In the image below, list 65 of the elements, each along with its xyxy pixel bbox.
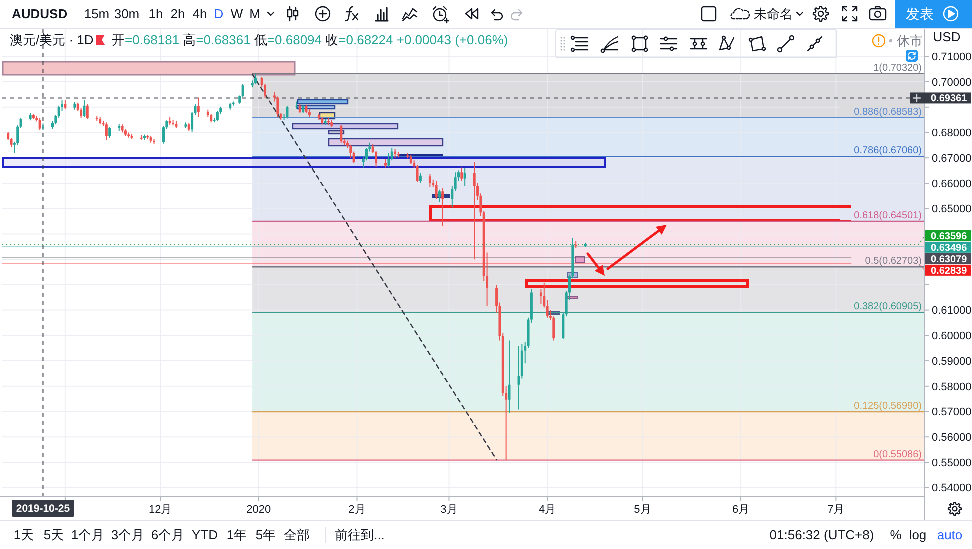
text: 5天 <box>44 528 64 543</box>
y-tick-label: 0.70000 <box>932 76 972 89</box>
y-tick-label: 0.58000 <box>932 381 972 394</box>
y-tick-label: 0.68000 <box>932 128 972 140</box>
ref-line-label: 0.618(0.64501) <box>854 210 922 222</box>
ref-line-label: 0.886(0.68583) <box>854 106 922 118</box>
text: 3个月 <box>111 528 145 543</box>
y-tick-label: 0.59000 <box>932 356 972 368</box>
ref-line-label: 2019-10-25 <box>16 503 70 516</box>
x-tick-label: 4月 <box>538 504 556 516</box>
y-tick-label: 0.54000 <box>932 482 972 495</box>
text: 1天 <box>14 528 34 543</box>
text: YTD <box>192 528 218 543</box>
y-tick-label: 0.65000 <box>932 204 972 216</box>
y-tick-label: 0.71000 <box>932 52 972 64</box>
text: 未命名 <box>754 6 793 22</box>
y-tick-label: 0.60000 <box>932 330 972 343</box>
ref-line-label: 0.786(0.67060) <box>854 146 922 157</box>
text: 全部 <box>284 528 310 543</box>
text: 5年 <box>256 528 276 543</box>
text: USD <box>933 30 961 45</box>
x-tick-label: 7月 <box>828 504 845 516</box>
text: % <box>890 528 902 543</box>
x-tick-label: 12月 <box>148 504 172 516</box>
text: 1h <box>148 6 164 22</box>
x-tick-label: 3月 <box>440 504 458 516</box>
text: 30m <box>114 6 140 22</box>
ref-line-label: 0.63596 <box>931 231 968 242</box>
ref-line-label: 0(0.55086) <box>874 449 922 460</box>
text: 4h <box>192 6 208 22</box>
ref-line-label: 0.63079 <box>931 254 968 266</box>
text: 2h <box>170 6 186 22</box>
text: 开=0.68181 高=0.68361 低=0.68094 收=0.68224 +0.00043 (+0.06%) <box>112 32 508 48</box>
y-tick-label: 0.57000 <box>932 406 972 419</box>
ref-line-label: 1(0.70320) <box>874 62 922 74</box>
text: 前往到... <box>335 528 385 543</box>
x-tick-label: 2020 <box>246 504 272 516</box>
y-tick-label: 0.56000 <box>932 432 972 444</box>
text: W <box>230 6 244 22</box>
annotation: 休市 <box>897 34 923 49</box>
ref-line-label: 0.5(0.62703) <box>865 256 922 268</box>
x-tick-label: 2月 <box>348 504 366 516</box>
ref-line-label: 0.382(0.60905) <box>854 302 922 313</box>
ref-line-label: 0.125(0.56990) <box>854 401 922 412</box>
chart-title: AUDUSD <box>12 6 68 22</box>
y-tick-label: 0.66000 <box>932 178 972 190</box>
text: 15m <box>84 6 110 22</box>
x-tick-label: 5月 <box>634 504 652 516</box>
y-tick-label: 0.61000 <box>932 305 972 318</box>
ref-line-label: 0.69361 <box>931 94 968 105</box>
text: M <box>250 6 260 22</box>
text: 1个月 <box>71 528 105 543</box>
x-tick-label: 6月 <box>732 504 750 516</box>
text: 6个月 <box>151 528 185 543</box>
text: 1年 <box>226 528 248 543</box>
text: D <box>214 6 224 22</box>
ref-line-label: 0.63496 <box>931 242 968 254</box>
chart-subtitle: 澳元/美元 · 1D <box>10 32 94 48</box>
text: log <box>909 528 927 543</box>
ref-line-label: 0.62839 <box>931 266 968 277</box>
text: 01:56:32 (UTC+8) <box>770 528 874 543</box>
y-tick-label: 0.55000 <box>932 457 972 470</box>
text: 发表 <box>906 6 934 22</box>
y-tick-label: 0.67000 <box>932 152 972 165</box>
text: auto <box>937 528 963 543</box>
